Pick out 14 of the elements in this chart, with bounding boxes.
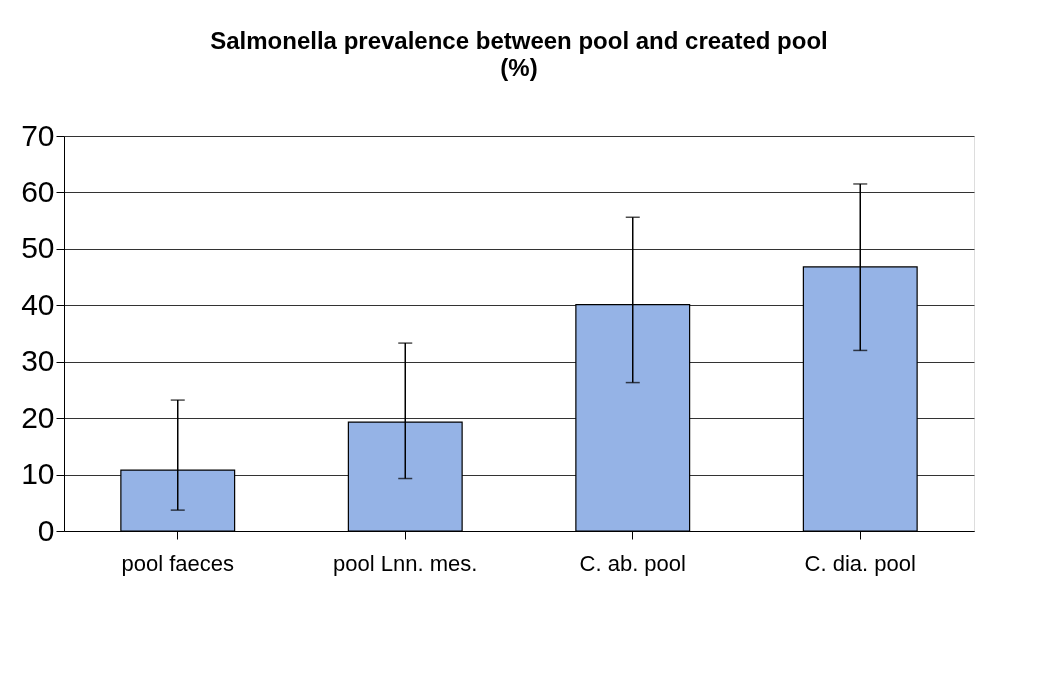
x-tick-label: C. ab. pool: [579, 550, 686, 576]
y-tick-label: 60: [21, 174, 55, 208]
y-tick-label: 50: [21, 231, 55, 265]
y-tick-label: 40: [21, 287, 55, 321]
y-tick-label: 30: [21, 344, 55, 378]
y-tick-label: 0: [37, 513, 55, 547]
x-tick-label: C. dia. pool: [804, 550, 916, 576]
y-tick-label: 20: [21, 400, 55, 434]
x-tick-label: pool faeces: [121, 550, 235, 576]
chart-title: Salmonella prevalence between pool and created pool: [210, 27, 828, 54]
x-tick-label: pool Lnn. mes.: [333, 550, 478, 576]
y-tick-label: 70: [21, 118, 55, 152]
y-tick-label: 10: [21, 457, 55, 491]
chart-subtitle: (%): [500, 54, 538, 81]
